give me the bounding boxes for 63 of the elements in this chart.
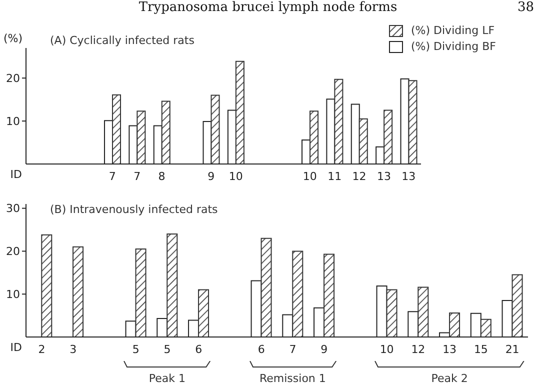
bar	[386, 289, 398, 337]
x-tick-label: 5	[132, 342, 140, 356]
text: Peak 1	[148, 372, 186, 385]
bar	[384, 110, 393, 164]
bar	[198, 289, 210, 337]
bar	[418, 286, 429, 337]
y-tick-label: 30	[6, 202, 20, 216]
bar	[324, 254, 335, 337]
x-tick-label: 11	[328, 170, 342, 183]
x-tick-label: 6	[195, 342, 202, 356]
x-tick-label: 13	[376, 170, 391, 183]
bar	[135, 248, 146, 337]
bar	[210, 94, 220, 164]
x-tick-label: 7	[108, 170, 116, 183]
x-tick-label: 2	[38, 342, 46, 356]
x-tick-label: 12	[411, 342, 426, 356]
x-tick-label: 9	[208, 170, 215, 183]
y-tick-label: 20	[6, 72, 20, 85]
text: 38	[517, 0, 534, 15]
text: Remission 1	[258, 372, 327, 385]
bar	[136, 110, 146, 164]
x-tick-label: 10	[228, 170, 243, 183]
x-tick-label: 7	[134, 170, 141, 183]
x-tick-label: 6	[258, 342, 265, 356]
x-tick-label: 5	[164, 342, 171, 356]
chart-title: (B) Intravenously infected rats	[50, 203, 218, 216]
y-tick-label: 20	[6, 245, 20, 258]
bar	[235, 60, 244, 164]
bar	[512, 274, 523, 337]
bar	[449, 312, 460, 337]
y-axis-title: (%)	[3, 32, 23, 45]
bar	[166, 234, 178, 337]
bar	[310, 110, 319, 164]
x-axis-title: ID	[10, 168, 22, 181]
bar	[358, 118, 368, 164]
x-tick-label: 3	[70, 342, 77, 356]
bar	[480, 318, 492, 337]
x-tick-label: 9	[320, 342, 328, 356]
y-tick-label: 10	[6, 114, 20, 128]
bar	[161, 100, 170, 164]
legend-label: (%) Dividing BF	[411, 40, 496, 53]
x-tick-label: 15	[474, 342, 488, 356]
bar	[334, 78, 344, 164]
bar	[260, 238, 272, 337]
bar	[72, 246, 84, 337]
bar	[408, 80, 418, 164]
text: Peak 2	[430, 372, 469, 385]
x-tick-label: 10	[380, 342, 394, 356]
x-tick-label: 7	[289, 342, 296, 356]
x-tick-label: 8	[158, 170, 166, 183]
chart-title: (A) Cyclically infected rats	[50, 34, 194, 47]
x-tick-label: 13	[402, 170, 416, 183]
x-tick-label: 10	[302, 170, 317, 183]
x-tick-label: 12	[352, 170, 366, 183]
bar	[112, 94, 122, 164]
text: Trypanosoma brucei lymph node forms	[138, 0, 398, 15]
x-tick-label: 13	[442, 342, 457, 356]
legend-label: (%) Dividing LF	[411, 24, 495, 37]
x-tick-label: 21	[505, 342, 520, 356]
y-tick-label: 10	[6, 288, 20, 301]
bar	[292, 250, 304, 337]
x-axis-title: ID	[10, 340, 22, 354]
bar	[41, 234, 52, 337]
